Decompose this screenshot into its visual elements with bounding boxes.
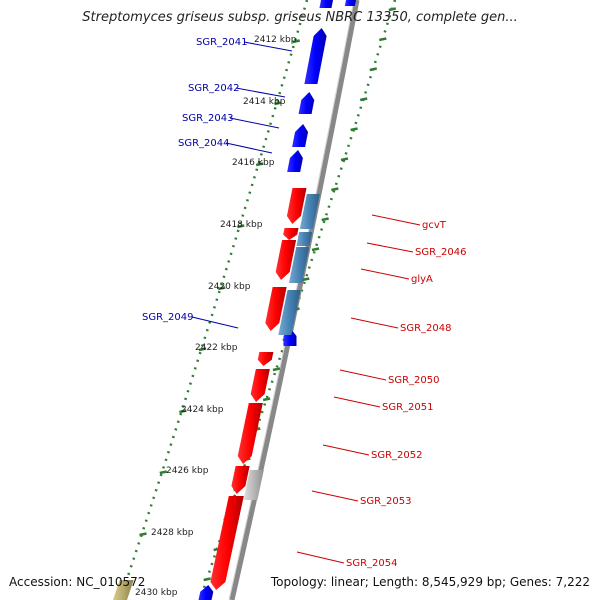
gene-glya-outer[interactable] — [288, 247, 310, 283]
gene-label-sgr-2044[interactable]: SGR_2044 — [178, 138, 230, 149]
ruler-tick — [311, 247, 320, 252]
ruler-tick — [379, 37, 387, 42]
ruler-tick — [272, 367, 281, 372]
connector-sgr-2043 — [229, 117, 280, 129]
connector-sgr-2054 — [296, 551, 345, 564]
reverse-gene-labels: gcvT SGR_2046 glyA SGR_2048 SGR_2050 SGR… — [346, 220, 467, 569]
genome-summary-text: Topology: linear; Length: 8,545,929 bp; … — [270, 575, 590, 589]
ruler-labels: 2412 kbp 2414 kbp 2416 kbp 2418 kbp 2420… — [135, 35, 297, 598]
ruler-label: 2426 kbp — [166, 466, 209, 476]
accession-text: Accession: NC_010572 — [9, 575, 146, 589]
gene-top-stub[interactable] — [344, 0, 356, 6]
gene-label-glya[interactable]: glyA — [411, 274, 433, 285]
label-connectors — [191, 41, 421, 564]
gene-sgr-2044[interactable] — [287, 150, 303, 172]
gene-glya[interactable] — [275, 240, 297, 280]
gene-label-sgr-2042[interactable]: SGR_2042 — [188, 83, 240, 94]
ruler-tick — [203, 577, 211, 582]
connector-glya — [360, 268, 410, 280]
gene-label-sgr-2041[interactable]: SGR_2041 — [196, 37, 248, 48]
gene-sgr-2042[interactable] — [298, 92, 315, 114]
gene-sgr-2054[interactable] — [210, 496, 244, 590]
ruler-label: 2422 kbp — [195, 343, 238, 353]
gene-sgr-2040[interactable] — [319, 0, 333, 8]
inner-ruler-track — [198, 0, 397, 600]
connector-sgr-2042 — [235, 87, 286, 98]
ruler-tick — [331, 187, 339, 192]
gene-label-sgr-2051[interactable]: SGR_2051 — [382, 402, 434, 413]
connector-sgr-2053 — [311, 490, 359, 502]
connector-sgr-2051 — [333, 396, 381, 408]
gene-sgr-2043[interactable] — [292, 124, 309, 147]
outer-ruler-track — [118, 0, 309, 600]
map-title: Streptomyces griseus subsp. griseus NBRC… — [82, 10, 518, 25]
connector-sgr-2041 — [243, 41, 293, 52]
ruler-tick — [350, 127, 358, 132]
gene-sgr-2052[interactable] — [237, 403, 263, 464]
gene-sgr-2046-outer[interactable] — [296, 232, 313, 246]
ruler-tick — [237, 224, 245, 229]
gene-sgr-2041[interactable] — [304, 28, 327, 84]
ruler-label: 2412 kbp — [254, 35, 297, 45]
gene-label-sgr-2052[interactable]: SGR_2052 — [371, 450, 423, 461]
ruler-tick — [262, 397, 271, 402]
connector-sgr-2048 — [350, 317, 399, 329]
gene-label-sgr-2053[interactable]: SGR_2053 — [360, 496, 412, 507]
gene-other[interactable] — [113, 580, 134, 600]
connector-sgr-2044 — [225, 142, 273, 154]
ruler-tick — [388, 7, 397, 12]
ruler-tick — [292, 39, 301, 44]
connector-sgr-2052 — [322, 444, 370, 456]
gene-sgr-2048-outer[interactable] — [278, 290, 301, 335]
ruler-tick — [255, 162, 264, 167]
gene-sgr-2048[interactable] — [265, 287, 287, 331]
ruler-tick — [369, 67, 378, 72]
ruler-tick — [301, 277, 310, 282]
gene-sgr-2053-outer[interactable] — [243, 470, 264, 500]
gene-gcvt[interactable] — [286, 188, 307, 224]
gene-label-sgr-2049[interactable]: SGR_2049 — [142, 312, 194, 323]
ruler-tick — [179, 409, 187, 414]
gene-label-sgr-2046[interactable]: SGR_2046 — [415, 247, 467, 258]
ruler-tick — [159, 470, 168, 475]
ruler-label: 2428 kbp — [151, 528, 194, 538]
gene-label-sgr-2048[interactable]: SGR_2048 — [400, 323, 452, 334]
gene-gcvt-outer[interactable] — [299, 194, 320, 229]
gene-label-sgr-2050[interactable]: SGR_2050 — [388, 375, 440, 386]
gene-sgr-2050[interactable] — [257, 352, 274, 366]
connector-sgr-2050 — [339, 369, 387, 381]
gene-sgr-2055[interactable] — [198, 585, 214, 600]
ruler-tick — [321, 217, 329, 222]
ruler-tick — [340, 157, 349, 162]
gene-label-sgr-2054[interactable]: SGR_2054 — [346, 558, 398, 569]
ruler-tick — [359, 97, 368, 102]
ruler-label: 2420 kbp — [208, 282, 251, 292]
gene-sgr-2051[interactable] — [250, 369, 270, 402]
ruler-tick — [198, 347, 207, 352]
ruler-label: 2416 kbp — [232, 158, 275, 168]
gene-sgr-2053[interactable] — [231, 466, 250, 494]
gene-features — [113, 0, 356, 600]
ruler-tick — [217, 286, 226, 291]
ruler-label: 2430 kbp — [135, 588, 178, 598]
ruler-tick — [139, 532, 147, 537]
gene-label-gcvt[interactable]: gcvT — [422, 220, 447, 231]
ruler-label: 2424 kbp — [181, 405, 224, 415]
gene-sgr-2046[interactable] — [283, 228, 299, 240]
connector-gcvt — [371, 214, 421, 226]
forward-gene-labels: SGR_2041 SGR_2042 SGR_2043 SGR_2044 SGR_… — [142, 37, 248, 323]
connector-sgr-2049 — [191, 316, 239, 329]
ruler-label: 2414 kbp — [243, 97, 286, 107]
ruler-tick — [274, 101, 282, 106]
connector-sgr-2046 — [366, 242, 414, 253]
ruler-label: 2418 kbp — [220, 220, 263, 230]
gene-label-sgr-2043[interactable]: SGR_2043 — [182, 113, 234, 124]
